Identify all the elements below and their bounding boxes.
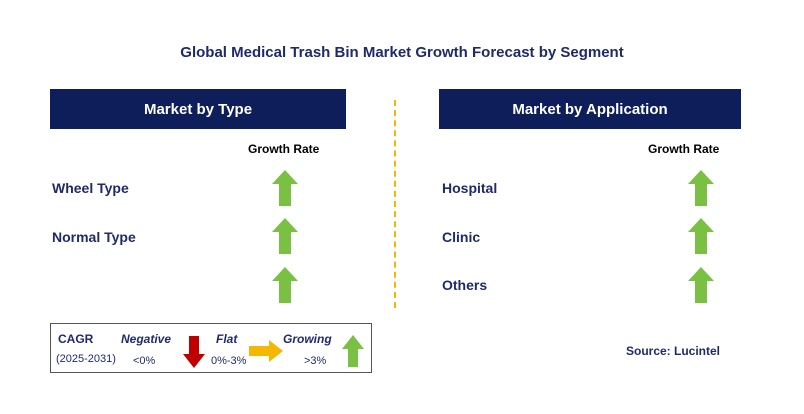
legend-box: CAGR (2025-2031) Negative <0% Flat 0%-3%…	[50, 323, 372, 373]
up-arrow-icon	[688, 218, 714, 254]
panel-header-application: Market by Application	[439, 89, 741, 129]
legend-cagr-label: CAGR	[58, 332, 94, 346]
up-arrow-icon	[688, 170, 714, 206]
chart-title: Global Medical Trash Bin Market Growth F…	[180, 44, 624, 61]
legend-growing-label: Growing	[283, 332, 332, 346]
legend-negative-range: <0%	[133, 355, 156, 367]
up-arrow-icon	[272, 267, 298, 303]
row-label-wheel-type: Wheel Type	[52, 180, 129, 196]
row-label-normal-type: Normal Type	[52, 229, 136, 245]
legend-negative-label: Negative	[121, 332, 172, 346]
down-arrow-icon	[183, 336, 205, 368]
legend-flat-range: 0%-3%	[211, 355, 247, 367]
up-arrow-icon	[272, 170, 298, 206]
row-label-clinic: Clinic	[442, 229, 481, 245]
row-label-others: Others	[442, 277, 488, 293]
up-arrow-icon	[688, 267, 714, 303]
growth-rate-header-type: Growth Rate	[248, 142, 320, 156]
panel-header-type: Market by Type	[50, 89, 346, 129]
row-label-hospital: Hospital	[442, 180, 498, 196]
legend-period: (2025-2031)	[56, 353, 116, 365]
growth-rate-header-application: Growth Rate	[648, 142, 720, 156]
up-arrow-icon	[272, 218, 298, 254]
panel-divider	[394, 100, 396, 308]
legend-growing-range: >3%	[304, 355, 327, 367]
up-arrow-icon	[342, 335, 364, 367]
legend-flat-label: Flat	[216, 332, 238, 346]
right-arrow-icon	[249, 340, 283, 362]
source-note: Source: Lucintel	[626, 344, 721, 358]
